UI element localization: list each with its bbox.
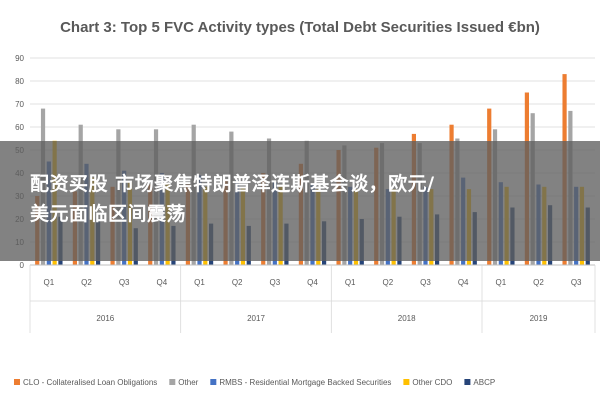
- legend-label: RMBS - Residential Mortgage Backed Secur…: [219, 378, 391, 387]
- news-headline-banner[interactable]: 配资买股 市场聚焦特朗普泽连斯基会谈，欧元/ 美元面临区间震荡: [0, 141, 600, 261]
- y-tick-label: 70: [15, 100, 24, 109]
- x-tick-label: Q3: [571, 278, 582, 287]
- x-tick-label: Q1: [345, 278, 356, 287]
- x-tick-label: Q3: [269, 278, 280, 287]
- y-tick-label: 60: [15, 123, 24, 132]
- x-group-label: 2016: [96, 314, 114, 323]
- x-tick-label: Q2: [533, 278, 544, 287]
- legend: CLO - Collateralised Loan Obligations Oth…: [14, 378, 495, 387]
- x-tick-label: Q3: [119, 278, 130, 287]
- x-tick-label: Q2: [81, 278, 92, 287]
- x-tick-label: Q3: [420, 278, 431, 287]
- legend-swatch: [169, 379, 176, 385]
- x-tick-label: Q2: [232, 278, 243, 287]
- x-tick-label: Q1: [194, 278, 205, 287]
- legend-swatch: [464, 379, 471, 385]
- x-group-label: 2018: [398, 314, 416, 323]
- legend-swatch: [403, 379, 410, 385]
- y-tick-label: 90: [15, 54, 24, 63]
- legend-swatch: [210, 379, 217, 385]
- x-tick-label: Q1: [495, 278, 506, 287]
- headline-line-1: 配资买股 市场聚焦特朗普泽连斯基会谈，欧元/: [30, 173, 435, 195]
- x-tick-label: Q4: [307, 278, 318, 287]
- x-group-label: 2019: [530, 314, 548, 323]
- x-tick-label: Q4: [458, 278, 469, 287]
- x-axis: Q1 Q2 Q3 Q4 Q1 Q2 Q3 Q4 Q1 Q2 Q3 Q4 Q1 Q2 Q3 2016 2017 20…: [29, 264, 596, 333]
- x-tick-label: Q4: [156, 278, 167, 287]
- legend-swatch: [14, 379, 20, 385]
- headline-line-2: 美元面临区间震荡: [30, 203, 187, 225]
- x-tick-label: Q2: [382, 278, 393, 287]
- y-tick-label: 80: [15, 77, 24, 86]
- legend-label: ABCP: [473, 378, 495, 387]
- y-tick-label: 0: [20, 261, 25, 270]
- x-group-label: 2017: [247, 314, 265, 323]
- legend-label: CLO - Collateralised Loan Obligations: [23, 378, 157, 387]
- legend-label: Other: [178, 378, 198, 387]
- x-tick-label: Q1: [43, 278, 54, 287]
- chart-title: Chart 3: Top 5 FVC Activity types (Total…: [60, 19, 540, 36]
- legend-label: Other CDO: [412, 378, 452, 387]
